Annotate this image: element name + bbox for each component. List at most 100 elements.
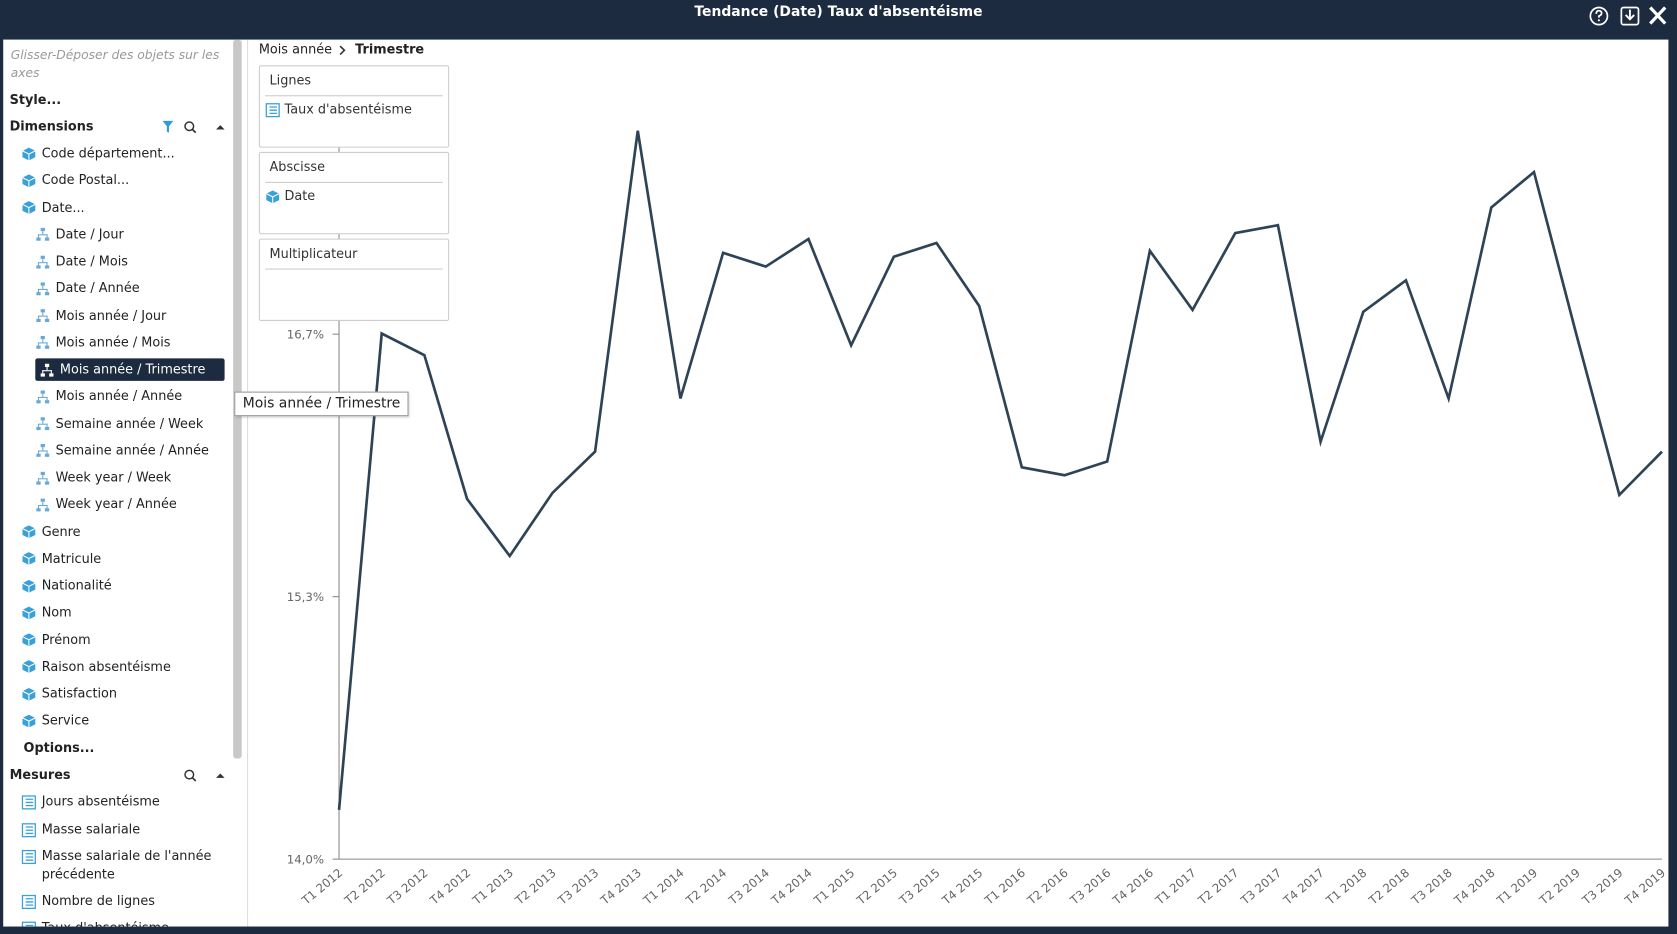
item-label: Taux d'absentéisme [42, 920, 169, 926]
style-link[interactable]: Style... [9, 92, 62, 107]
sidebar-item[interactable]: Jours absentéisme [21, 791, 160, 813]
sidebar-item[interactable]: Service [21, 710, 89, 732]
panel-item-label: Taux d'absentéisme [284, 101, 412, 117]
x-tick-label: T4 2012 [427, 866, 474, 908]
x-tick-label: T1 2012 [298, 866, 345, 908]
item-label: Semaine année / Week [55, 415, 204, 431]
item-icon [21, 173, 36, 188]
sidebar-item[interactable]: Prénom [21, 629, 91, 651]
measure-tools[interactable] [183, 767, 230, 784]
sidebar-item[interactable]: Mois année / Jour [35, 304, 166, 326]
x-tick-label: T3 2019 [1579, 866, 1626, 908]
x-tick-label: T3 2012 [384, 866, 431, 908]
sidebar-item[interactable]: Satisfaction [21, 683, 117, 705]
sidebar-item[interactable]: Mois année / Mois [35, 331, 170, 353]
y-tick-label: 14,0% [287, 852, 324, 866]
sidebar-item[interactable]: Matricule [21, 548, 101, 570]
sidebar-item[interactable]: Raison absentéisme [21, 656, 171, 678]
item-icon [21, 713, 36, 728]
measures-header: Mesures [9, 767, 71, 783]
item-label: Mois année / Jour [55, 307, 167, 323]
sidebar-item[interactable]: Nationalité [21, 575, 112, 597]
x-tick-label: T1 2018 [1323, 866, 1370, 908]
sidebar-item[interactable]: Week year / Année [35, 493, 177, 515]
axis-panel[interactable]: Abscisse Date [258, 151, 450, 235]
item-icon [21, 850, 36, 865]
x-tick-label: T3 2018 [1408, 866, 1455, 908]
x-tick-label: T4 2019 [1621, 866, 1668, 908]
item-icon [21, 578, 36, 593]
y-tick-label: 16,7% [287, 327, 324, 341]
sidebar-item[interactable]: Genre [21, 521, 81, 543]
export-button[interactable] [1620, 6, 1640, 26]
x-tick-label: T2 2013 [512, 866, 559, 908]
item-icon [35, 281, 50, 296]
sidebar-item[interactable]: Nombre de lignes [21, 890, 155, 912]
sidebar-item[interactable]: Code département... [21, 142, 175, 164]
breadcrumb-arrow [339, 44, 346, 55]
sidebar-item[interactable]: Code Postal... [21, 169, 129, 191]
window-controls [1589, 6, 1667, 26]
x-tick-label: T1 2019 [1493, 866, 1540, 908]
x-tick-label: T4 2018 [1451, 866, 1498, 908]
options-link[interactable]: Options... [23, 740, 95, 756]
item-label: Prénom [41, 631, 91, 647]
item-icon [35, 308, 50, 323]
breadcrumb: Mois année Trimestre [259, 42, 424, 57]
panel-title: Lignes [269, 72, 312, 88]
divider [247, 39, 249, 927]
item-icon [35, 416, 50, 431]
item-label: Nationalité [41, 577, 112, 593]
item-icon [40, 362, 55, 377]
item-label: Date / Mois [55, 253, 128, 269]
item-icon [35, 227, 50, 242]
item-label: Raison absentéisme [41, 658, 171, 674]
x-tick-label: T1 2015 [811, 866, 858, 908]
sidebar-item[interactable]: Semaine année / Week [35, 412, 203, 434]
item-icon [21, 632, 36, 647]
sidebar-item[interactable]: Date... [21, 196, 85, 218]
sidebar-item[interactable]: Date / Mois [35, 250, 128, 272]
sidebar-item[interactable]: Masse salariale de l'année précédente [21, 847, 214, 883]
item-label: Date... [41, 199, 85, 215]
sidebar-item[interactable]: Nom [21, 602, 72, 624]
x-tick-label: T4 2015 [939, 866, 986, 908]
sidebar-item[interactable]: Date / Jour [35, 223, 124, 245]
sidebar-item[interactable]: Masse salariale [21, 818, 140, 840]
item-label: Matricule [41, 550, 102, 566]
item-label: Mois année / Année [55, 388, 183, 404]
sidebar-item[interactable]: Week year / Week [35, 466, 171, 488]
item-icon [21, 822, 36, 837]
panel-item[interactable]: Date [265, 188, 315, 204]
axis-panel[interactable]: Lignes Taux d'absentéisme [258, 65, 450, 148]
help-button[interactable] [1589, 6, 1609, 26]
panel-item[interactable]: Taux d'absentéisme [265, 102, 412, 118]
sidebar-item[interactable]: Taux d'absentéisme [21, 917, 169, 927]
data-line [337, 130, 1663, 811]
dimension-tools[interactable] [160, 119, 226, 136]
item-label: Masse salariale de l'année précédente [41, 848, 212, 882]
x-tick-label: T1 2014 [640, 866, 687, 908]
item-label: Mois année / Trimestre [59, 361, 206, 377]
x-tick-label: T2 2015 [853, 866, 900, 908]
item-label: Mois année / Mois [55, 334, 171, 350]
sidebar-item[interactable]: Mois année / Trimestre [35, 358, 225, 381]
breadcrumb-item[interactable]: Mois année [258, 41, 333, 57]
x-tick-label: T4 2013 [597, 866, 644, 908]
item-label: Nom [41, 604, 72, 620]
sidebar-item[interactable]: Mois année / Année [35, 385, 182, 407]
item-icon [21, 200, 36, 215]
y-tick-label: 15,3% [287, 590, 324, 604]
item-icon [21, 146, 36, 161]
dimensions-header: Dimensions [9, 118, 94, 134]
item-icon [21, 686, 36, 701]
item-icon [21, 894, 36, 909]
sidebar-item[interactable]: Semaine année / Année [35, 439, 209, 461]
close-button[interactable] [1649, 6, 1667, 25]
axis-panel[interactable]: Multiplicateur [258, 238, 450, 321]
x-tick-label: T2 2014 [683, 866, 730, 908]
item-icon [35, 443, 50, 458]
sidebar-item[interactable]: Date / Année [35, 277, 140, 299]
